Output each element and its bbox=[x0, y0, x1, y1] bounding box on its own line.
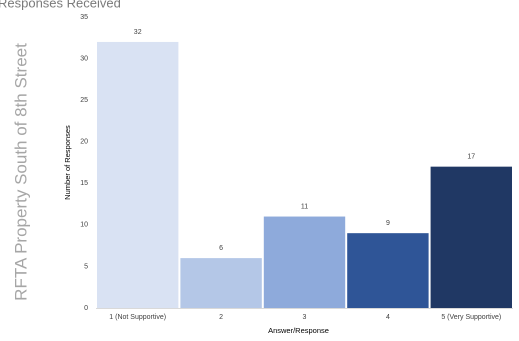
y-tick-label: 20 bbox=[80, 139, 88, 146]
y-tick-label: 15 bbox=[80, 180, 88, 187]
x-tick-label: 5 (Very Supportive) bbox=[441, 314, 501, 321]
header-text: Responses Received bbox=[0, 0, 121, 10]
bar-data-label: 11 bbox=[301, 204, 308, 211]
bar bbox=[263, 216, 346, 308]
bar bbox=[180, 258, 262, 308]
y-tick-label: 35 bbox=[80, 14, 88, 21]
bars-group bbox=[97, 41, 512, 308]
y-tick-label: 25 bbox=[80, 97, 88, 104]
x-axis-title: Answer/Response bbox=[268, 326, 329, 335]
bar-data-label: 32 bbox=[134, 29, 142, 36]
x-tick-label: 2 bbox=[219, 314, 223, 321]
chart-side-title: RFTA Property South of 8th Street bbox=[11, 43, 30, 301]
x-tick-label: 3 bbox=[303, 314, 307, 321]
y-tick-label: 0 bbox=[84, 305, 88, 312]
y-axis-ticks: 0 5 10 15 20 25 30 35 bbox=[80, 14, 88, 312]
bar-data-label: 6 bbox=[219, 245, 223, 252]
y-tick-label: 5 bbox=[84, 263, 88, 270]
data-labels-group: 32 6 11 9 17 bbox=[134, 29, 475, 252]
bar bbox=[430, 166, 512, 308]
y-tick-label: 10 bbox=[80, 222, 88, 229]
bar bbox=[97, 41, 179, 308]
x-tick-label: 1 (Not Supportive) bbox=[109, 314, 166, 321]
bar-data-label: 9 bbox=[386, 220, 390, 227]
bar-data-label: 17 bbox=[467, 154, 475, 161]
y-axis-title: Number of Responses bbox=[63, 125, 72, 200]
y-tick-label: 30 bbox=[80, 55, 88, 62]
bar bbox=[347, 233, 429, 308]
x-tick-label: 4 bbox=[386, 314, 390, 321]
x-axis-ticks: 1 (Not Supportive) 2 3 4 5 (Very Supportive) bbox=[109, 314, 501, 321]
